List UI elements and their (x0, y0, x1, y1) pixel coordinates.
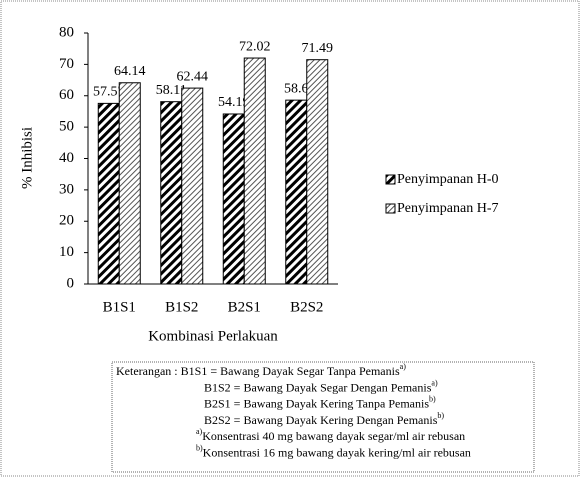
y-tick-label: 20 (59, 213, 74, 229)
bar (222, 113, 245, 285)
note-text: B2S1 = Bawang Dayak Kering Tanpa Pemanis (204, 396, 429, 410)
note-sup: a) (431, 378, 438, 387)
note-sup: b) (429, 394, 436, 403)
data-label: 54.19 (218, 95, 250, 110)
note: a)Konsentrasi 40 mg bawang dayak segar/m… (196, 427, 465, 443)
legend-swatch (385, 174, 396, 185)
bar (97, 102, 120, 285)
y-tick-label: 80 (59, 24, 74, 40)
bar (181, 87, 204, 285)
bar (243, 57, 266, 285)
y-tick-label: 40 (59, 150, 74, 166)
data-label: 62.44 (177, 69, 209, 84)
note-sup: b) (437, 411, 444, 420)
y-tick-label: 30 (59, 181, 74, 197)
y-tick-label: 60 (59, 87, 74, 103)
x-tick-label: B2S2 (290, 299, 323, 315)
data-label: 72.02 (239, 39, 271, 54)
x-tick-label: B2S1 (228, 299, 261, 315)
bar (160, 101, 183, 285)
bar (306, 59, 329, 285)
note: Keterangan : B1S1 = Bawang Dayak Segar T… (116, 362, 406, 378)
data-label: 57.57 (93, 85, 125, 100)
bar (285, 99, 308, 285)
note-text: B1S2 = Bawang Dayak Segar Dengan Pemanis (204, 380, 432, 394)
y-tick-label: 10 (59, 244, 74, 260)
legend-label: Penyimpanan H-0 (397, 172, 498, 187)
note-sup: b) (196, 443, 203, 452)
data-label: 58.6 (284, 81, 309, 96)
note-sup: a) (400, 362, 407, 371)
legend-label: Penyimpanan H-7 (397, 201, 498, 216)
note-sup: a) (196, 427, 203, 436)
data-label: 64.14 (114, 64, 146, 79)
note-text: B2S2 = Bawang Dayak Kering Dengan Pemani… (204, 413, 438, 427)
note-text: Konsentrasi 16 mg bawang dayak kering/ml… (203, 445, 471, 459)
y-axis-label: % Inhibisi (19, 127, 35, 189)
data-label: 71.49 (302, 41, 334, 56)
data-label: 58.11 (156, 83, 187, 98)
note: B2S1 = Bawang Dayak Kering Tanpa Pemanis… (204, 394, 436, 410)
y-tick-label: 50 (59, 119, 74, 135)
x-tick-label: B1S2 (165, 299, 198, 315)
note-text: Konsentrasi 40 mg bawang dayak segar/ml … (202, 429, 465, 443)
x-tick-label: B1S1 (103, 299, 136, 315)
note: B2S2 = Bawang Dayak Kering Dengan Pemani… (204, 411, 444, 427)
note-text: Keterangan : B1S1 = Bawang Dayak Segar T… (116, 364, 400, 378)
legend-swatch (385, 203, 396, 214)
x-axis-label: Kombinasi Perlakuan (148, 328, 278, 344)
notes-box (111, 361, 535, 473)
note: b)Konsentrasi 16 mg bawang dayak kering/… (196, 443, 471, 459)
y-tick-label: 0 (67, 275, 75, 291)
y-tick-label: 70 (59, 56, 74, 72)
bar (118, 82, 141, 285)
note: B1S2 = Bawang Dayak Segar Dengan Pemanis… (204, 378, 438, 394)
